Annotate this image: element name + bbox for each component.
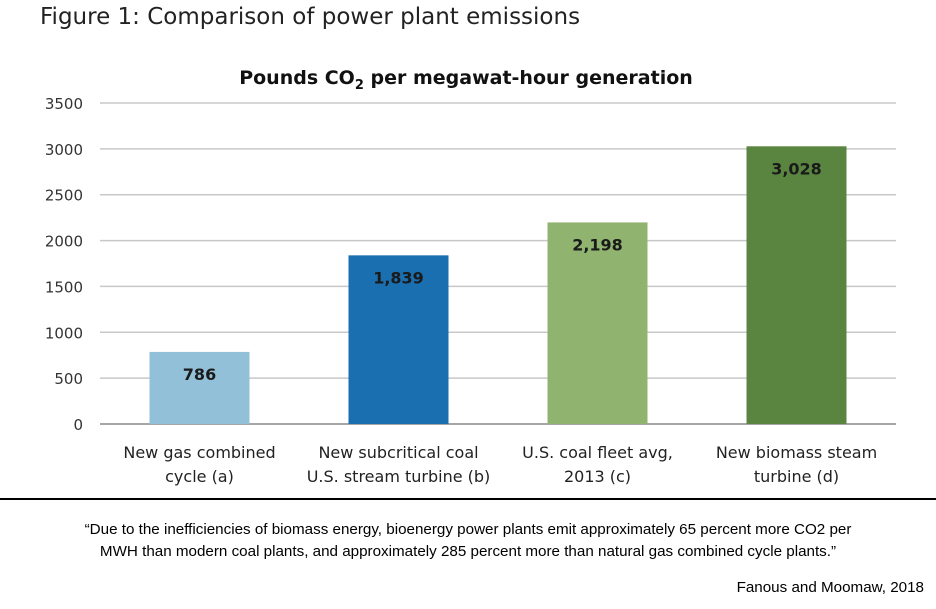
x-tick-label: cycle (a) (165, 467, 234, 486)
y-tick-label: 3500 (45, 95, 83, 113)
x-axis-labels: New gas combined cycle (a) New subcritical… (123, 443, 877, 486)
y-tick-label: 2000 (45, 233, 83, 251)
bar (746, 146, 847, 424)
y-tick-label: 1500 (45, 278, 83, 296)
bar (547, 222, 648, 424)
bar (348, 255, 449, 424)
x-tick-label: New biomass steam (716, 443, 877, 462)
data-label: 1,839 (373, 268, 424, 287)
chart-title-main: Pounds CO (239, 67, 355, 89)
x-tick-label: turbine (d) (754, 467, 839, 486)
x-tick-label: 2013 (c) (564, 467, 631, 486)
data-label: 2,198 (572, 235, 623, 254)
bar (149, 351, 250, 424)
quote-line-2: MWH than modern coal plants, and approxi… (99, 543, 837, 560)
data-label: 3,028 (771, 159, 822, 178)
bar-chart: Pounds CO2 per megawat-hour generation 0… (45, 67, 896, 486)
quote: “Due to the inefficiencies of biomass en… (0, 519, 936, 563)
y-tick-label: 0 (73, 416, 83, 434)
x-tick-label: U.S. stream turbine (b) (307, 467, 491, 486)
y-axis-ticks: 0 500 1000 1500 2000 2500 3000 3500 (45, 95, 83, 434)
x-tick-label: New gas combined (123, 443, 275, 462)
quote-line-1: “Due to the inefficiencies of biomass en… (84, 521, 852, 538)
y-tick-label: 3000 (45, 141, 83, 159)
figure-title: Figure 1: Comparison of power plant emis… (40, 4, 581, 30)
chart-title-rest: per megawat-hour generation (364, 67, 693, 89)
x-tick-label: U.S. coal fleet avg, (522, 443, 673, 462)
y-tick-label: 1000 (45, 324, 83, 342)
data-label: 786 (183, 365, 216, 384)
x-tick-label: New subcritical coal (318, 443, 478, 462)
y-tick-label: 500 (54, 370, 83, 388)
bars: 786 1,839 2,198 3,028 (149, 146, 847, 424)
divider (0, 498, 936, 500)
chart-title: Pounds CO2 per megawat-hour generation (239, 67, 693, 93)
citation: Fanous and Moomaw, 2018 (736, 579, 924, 596)
y-tick-label: 2500 (45, 187, 83, 205)
chart-title-subscript: 2 (355, 78, 364, 93)
